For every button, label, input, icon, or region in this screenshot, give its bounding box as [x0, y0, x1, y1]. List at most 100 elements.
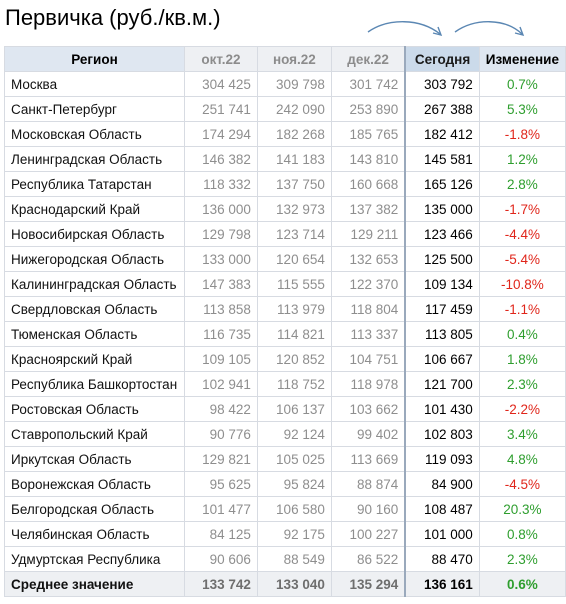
table-row: Нижегородская Область 133 000 120 654 132 6…	[4, 246, 566, 272]
region-cell: Красноярский Край	[4, 346, 185, 372]
value-cell: 133 000	[183, 246, 258, 272]
value-cell: 147 383	[183, 271, 258, 297]
value-cell: 118 978	[330, 371, 406, 397]
value-cell: 100 227	[330, 521, 406, 547]
table-row: Свердловская Область 113 858 113 979 118 80…	[4, 296, 566, 322]
value-cell: 160 668	[330, 171, 406, 197]
change-cell: -4.5%	[478, 471, 566, 497]
value-cell: 123 714	[256, 221, 332, 247]
value-cell: 113 337	[330, 321, 406, 347]
value-cell: 304 425	[183, 71, 258, 97]
value-cell: 95 625	[183, 471, 258, 497]
page-title: Первичка (руб./кв.м.)	[5, 5, 221, 30]
table-row: Ростовская Область 98 422 106 137 103 662 10…	[4, 396, 566, 422]
table-row: Московская Область 174 294 182 268 185 765 1…	[4, 121, 566, 147]
value-cell: 174 294	[183, 121, 258, 147]
column-header: ноя.22	[256, 46, 332, 72]
value-cell: 114 821	[256, 321, 332, 347]
region-cell: Новосибирская Область	[4, 221, 185, 247]
change-cell: 4.8%	[478, 446, 566, 472]
value-cell: 133 040	[256, 571, 332, 597]
today-cell: 117 459	[404, 296, 480, 322]
curved-arrow-icon	[454, 21, 525, 37]
region-cell: Удмуртская Республика	[4, 546, 185, 572]
change-cell: 20.3%	[478, 496, 566, 522]
region-cell: Свердловская Область	[4, 296, 185, 322]
change-cell: 1.8%	[478, 346, 566, 372]
region-cell: Тюменская Область	[4, 321, 185, 347]
value-cell: 136 000	[183, 196, 258, 222]
table-row: Краснодарский Край 136 000 132 973 137 382 1…	[4, 196, 566, 222]
value-cell: 102 941	[183, 371, 258, 397]
change-cell: 2.3%	[478, 371, 566, 397]
value-cell: 301 742	[330, 71, 406, 97]
value-cell: 84 125	[183, 521, 258, 547]
region-cell: Ростовская Область	[4, 396, 185, 422]
today-cell: 303 792	[404, 71, 480, 97]
value-cell: 309 798	[256, 71, 332, 97]
table-row: Удмуртская Республика 90 606 88 549 86 522 8…	[4, 546, 566, 572]
table-row: Иркутская Область 129 821 105 025 113 669 11…	[4, 446, 566, 472]
value-cell: 118 332	[183, 171, 258, 197]
value-cell: 253 890	[330, 96, 406, 122]
value-cell: 146 382	[183, 146, 258, 172]
region-cell: Ленинградская Область	[4, 146, 185, 172]
today-cell: 88 470	[404, 546, 480, 572]
today-cell: 102 803	[404, 421, 480, 447]
region-cell: Калининградская Область	[4, 271, 185, 297]
change-cell: -1.8%	[478, 121, 566, 147]
today-cell: 267 388	[404, 96, 480, 122]
column-header: дек.22	[330, 46, 406, 72]
table-row: Калининградская Область 147 383 115 555 122…	[4, 271, 566, 297]
today-cell: 101 000	[404, 521, 480, 547]
value-cell: 135 294	[330, 571, 406, 597]
today-cell: 123 466	[404, 221, 480, 247]
region-cell: Ставропольский Край	[4, 421, 185, 447]
value-cell: 105 025	[256, 446, 332, 472]
change-cell: 2.8%	[478, 171, 566, 197]
region-cell: Нижегородская Область	[4, 246, 185, 272]
change-cell: -1.7%	[478, 196, 566, 222]
table-row: Тюменская Область 116 735 114 821 113 337 11…	[4, 321, 566, 347]
region-cell: Воронежская Область	[4, 471, 185, 497]
value-cell: 137 750	[256, 171, 332, 197]
today-cell: 113 805	[404, 321, 480, 347]
value-cell: 106 137	[256, 396, 332, 422]
today-cell: 121 700	[404, 371, 480, 397]
region-cell: Республика Башкортостан	[4, 371, 185, 397]
value-cell: 92 175	[256, 521, 332, 547]
change-cell: -5.4%	[478, 246, 566, 272]
value-cell: 182 268	[256, 121, 332, 147]
change-cell: 0.4%	[478, 321, 566, 347]
change-cell: 1.2%	[478, 146, 566, 172]
value-cell: 242 090	[256, 96, 332, 122]
value-cell: 122 370	[330, 271, 406, 297]
value-cell: 113 858	[183, 296, 258, 322]
value-cell: 95 824	[256, 471, 332, 497]
region-cell: Иркутская Область	[4, 446, 185, 472]
today-cell: 165 126	[404, 171, 480, 197]
today-cell: 108 487	[404, 496, 480, 522]
value-cell: 90 776	[183, 421, 258, 447]
value-cell: 115 555	[256, 271, 332, 297]
arrows-layer	[367, 21, 525, 37]
today-cell: 119 093	[404, 446, 480, 472]
change-cell: 2.3%	[478, 546, 566, 572]
region-cell: Челябинская Область	[4, 521, 185, 547]
value-cell: 141 183	[256, 146, 332, 172]
table-row: Ставропольский Край 90 776 92 124 99 402 102…	[4, 421, 566, 447]
value-cell: 92 124	[256, 421, 332, 447]
today-cell: 84 900	[404, 471, 480, 497]
table-row: Республика Башкортостан 102 941 118 752 118…	[4, 371, 566, 397]
today-cell: 182 412	[404, 121, 480, 147]
curved-arrow-icon	[367, 21, 443, 37]
change-cell: 0.6%	[478, 571, 566, 597]
value-cell: 143 810	[330, 146, 406, 172]
today-cell: 109 134	[404, 271, 480, 297]
value-cell: 129 211	[330, 221, 406, 247]
change-cell: 5.3%	[478, 96, 566, 122]
value-cell: 133 742	[183, 571, 258, 597]
value-cell: 109 105	[183, 346, 258, 372]
value-cell: 129 798	[183, 221, 258, 247]
region-cell: Республика Татарстан	[4, 171, 185, 197]
